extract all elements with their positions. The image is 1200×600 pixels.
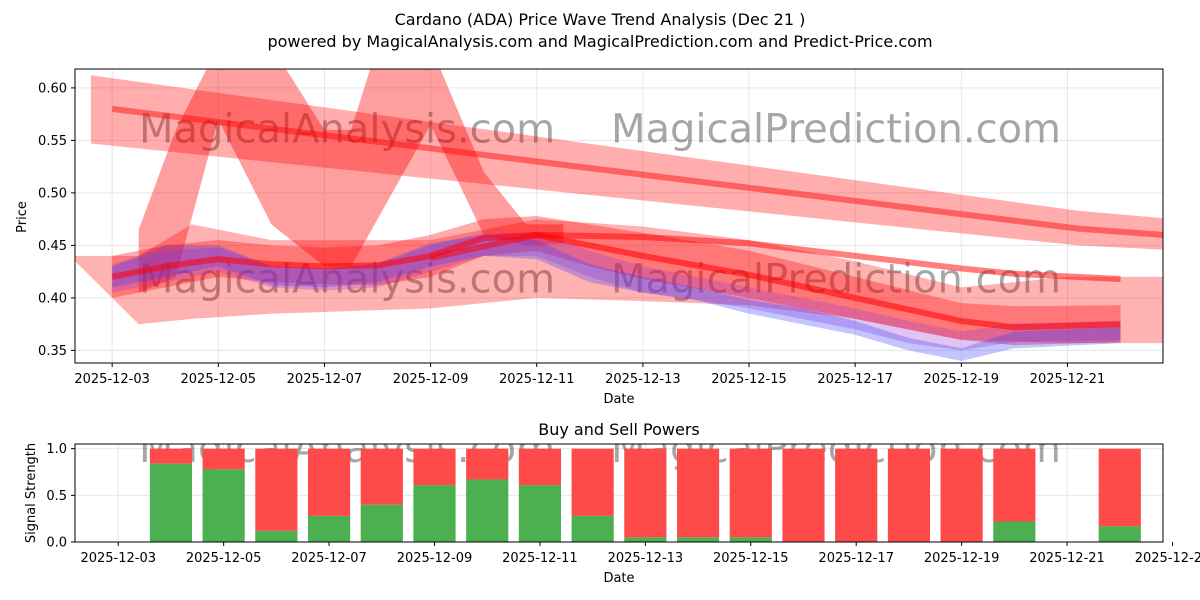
sell-power-bar — [466, 448, 509, 480]
signal-y-tick-label: 1.0 — [46, 442, 67, 457]
signal-y-tick-label: 0.5 — [46, 489, 67, 504]
signal-y-tick-label: 0.0 — [46, 536, 67, 551]
price-x-tick-label: 2025-12-21 — [1030, 372, 1106, 387]
sell-power-bar — [1098, 448, 1141, 527]
sell-power-bar — [729, 448, 772, 538]
price-x-tick-label: 2025-12-05 — [181, 372, 257, 387]
sell-power-bar — [993, 448, 1036, 522]
price-x-label: Date — [603, 392, 634, 407]
price-x-tick-label: 2025-12-07 — [287, 372, 363, 387]
upper-trend-band — [90, 75, 1163, 250]
price-x-tick-label: 2025-12-09 — [393, 372, 469, 387]
sell-power-bar — [940, 448, 983, 542]
buy-power-bar — [571, 515, 614, 542]
price-y-tick-label: 0.60 — [38, 81, 67, 96]
price-x-tick-label: 2025-12-13 — [605, 372, 681, 387]
signal-x-tick-label: 2025-12-05 — [186, 551, 262, 566]
buy-power-bar — [202, 469, 245, 542]
buy-power-bar — [255, 530, 298, 542]
price-axes-frame — [74, 68, 1164, 364]
signal-x-tick-label: 2025-12-07 — [291, 551, 367, 566]
red-mean-line — [111, 231, 1121, 331]
sell-power-bar — [307, 448, 351, 516]
price-x-tick-label: 2025-12-03 — [74, 372, 150, 387]
price-y-tick-label: 0.35 — [38, 344, 67, 359]
chart-title: Cardano (ADA) Price Wave Trend Analysis … — [394, 10, 806, 29]
price-plot-area: MagicalAnalysis.com MagicalPrediction.com… — [75, 69, 1163, 363]
buy-power-bar — [307, 515, 351, 542]
sell-power-bar — [360, 448, 403, 505]
price-y-tick-label: 0.50 — [38, 186, 67, 201]
signal-axes-frame — [74, 443, 1164, 543]
price-x-tick-label: 2025-12-17 — [817, 372, 893, 387]
sell-power-bar — [782, 448, 825, 542]
outer-red-band — [75, 219, 1163, 344]
price-y-label: Price — [15, 201, 30, 233]
sell-power-bar — [518, 448, 562, 486]
price-x-tick-label: 2025-12-11 — [499, 372, 575, 387]
price-x-tick-label: 2025-12-19 — [924, 372, 1000, 387]
sell-power-bar — [835, 448, 878, 542]
signal-x-tick-label: 2025-12-13 — [608, 551, 684, 566]
buy-power-bar — [360, 504, 403, 542]
buy-power-bar — [413, 485, 456, 542]
bar-x-label: Date — [603, 571, 634, 586]
watermark-text: MagicalPrediction.com — [611, 107, 1061, 153]
buy-power-bar — [149, 463, 193, 542]
buy-power-bar — [993, 521, 1036, 542]
bar-y-label: Signal Strength — [24, 443, 39, 543]
signal-x-tick-label: 2025-12-15 — [713, 551, 789, 566]
price-y-tick-label: 0.40 — [38, 291, 67, 306]
chart-subtitle: powered by MagicalAnalysis.com and Magic… — [267, 32, 933, 51]
wave-projection-band — [138, 69, 564, 293]
sell-power-bar — [571, 448, 614, 516]
buy-power-bar — [676, 537, 720, 542]
signal-x-tick-label: 2025-12-21 — [1029, 551, 1105, 566]
signal-x-tick-label: 2025-12-17 — [818, 551, 894, 566]
purple-band — [112, 232, 1121, 351]
sell-power-bar — [255, 448, 298, 531]
buy-power-bar — [466, 479, 509, 542]
sell-power-bar — [413, 448, 456, 486]
buy-power-bar — [729, 537, 772, 542]
sell-power-bar — [676, 448, 720, 538]
price-x-tick-label: 2025-12-15 — [711, 372, 787, 387]
watermark-text: MagicalAnalysis.com — [139, 107, 555, 153]
sell-power-bar — [149, 448, 193, 464]
signal-x-tick-label: 2025-12-11 — [502, 551, 578, 566]
buy-power-bar — [624, 537, 667, 542]
signal-x-tick-label: 2025-12-09 — [397, 551, 473, 566]
signal-x-tick-label: 2025-12-23 — [1135, 551, 1200, 566]
sell-power-bar — [887, 448, 931, 542]
price-y-tick-label: 0.55 — [38, 134, 67, 149]
buy-power-bar — [518, 485, 562, 542]
upper-trend-line — [111, 105, 1163, 238]
bar-chart-title: Buy and Sell Powers — [538, 420, 700, 439]
sell-power-bar — [624, 448, 667, 538]
price-y-tick-label: 0.45 — [38, 239, 67, 254]
buy-power-bar — [1098, 526, 1141, 542]
signal-x-tick-label: 2025-12-03 — [80, 551, 156, 566]
sell-power-bar — [202, 448, 245, 470]
signal-x-tick-label: 2025-12-19 — [924, 551, 1000, 566]
upper-mean-line — [429, 231, 1121, 282]
mid-red-band — [112, 216, 1121, 346]
